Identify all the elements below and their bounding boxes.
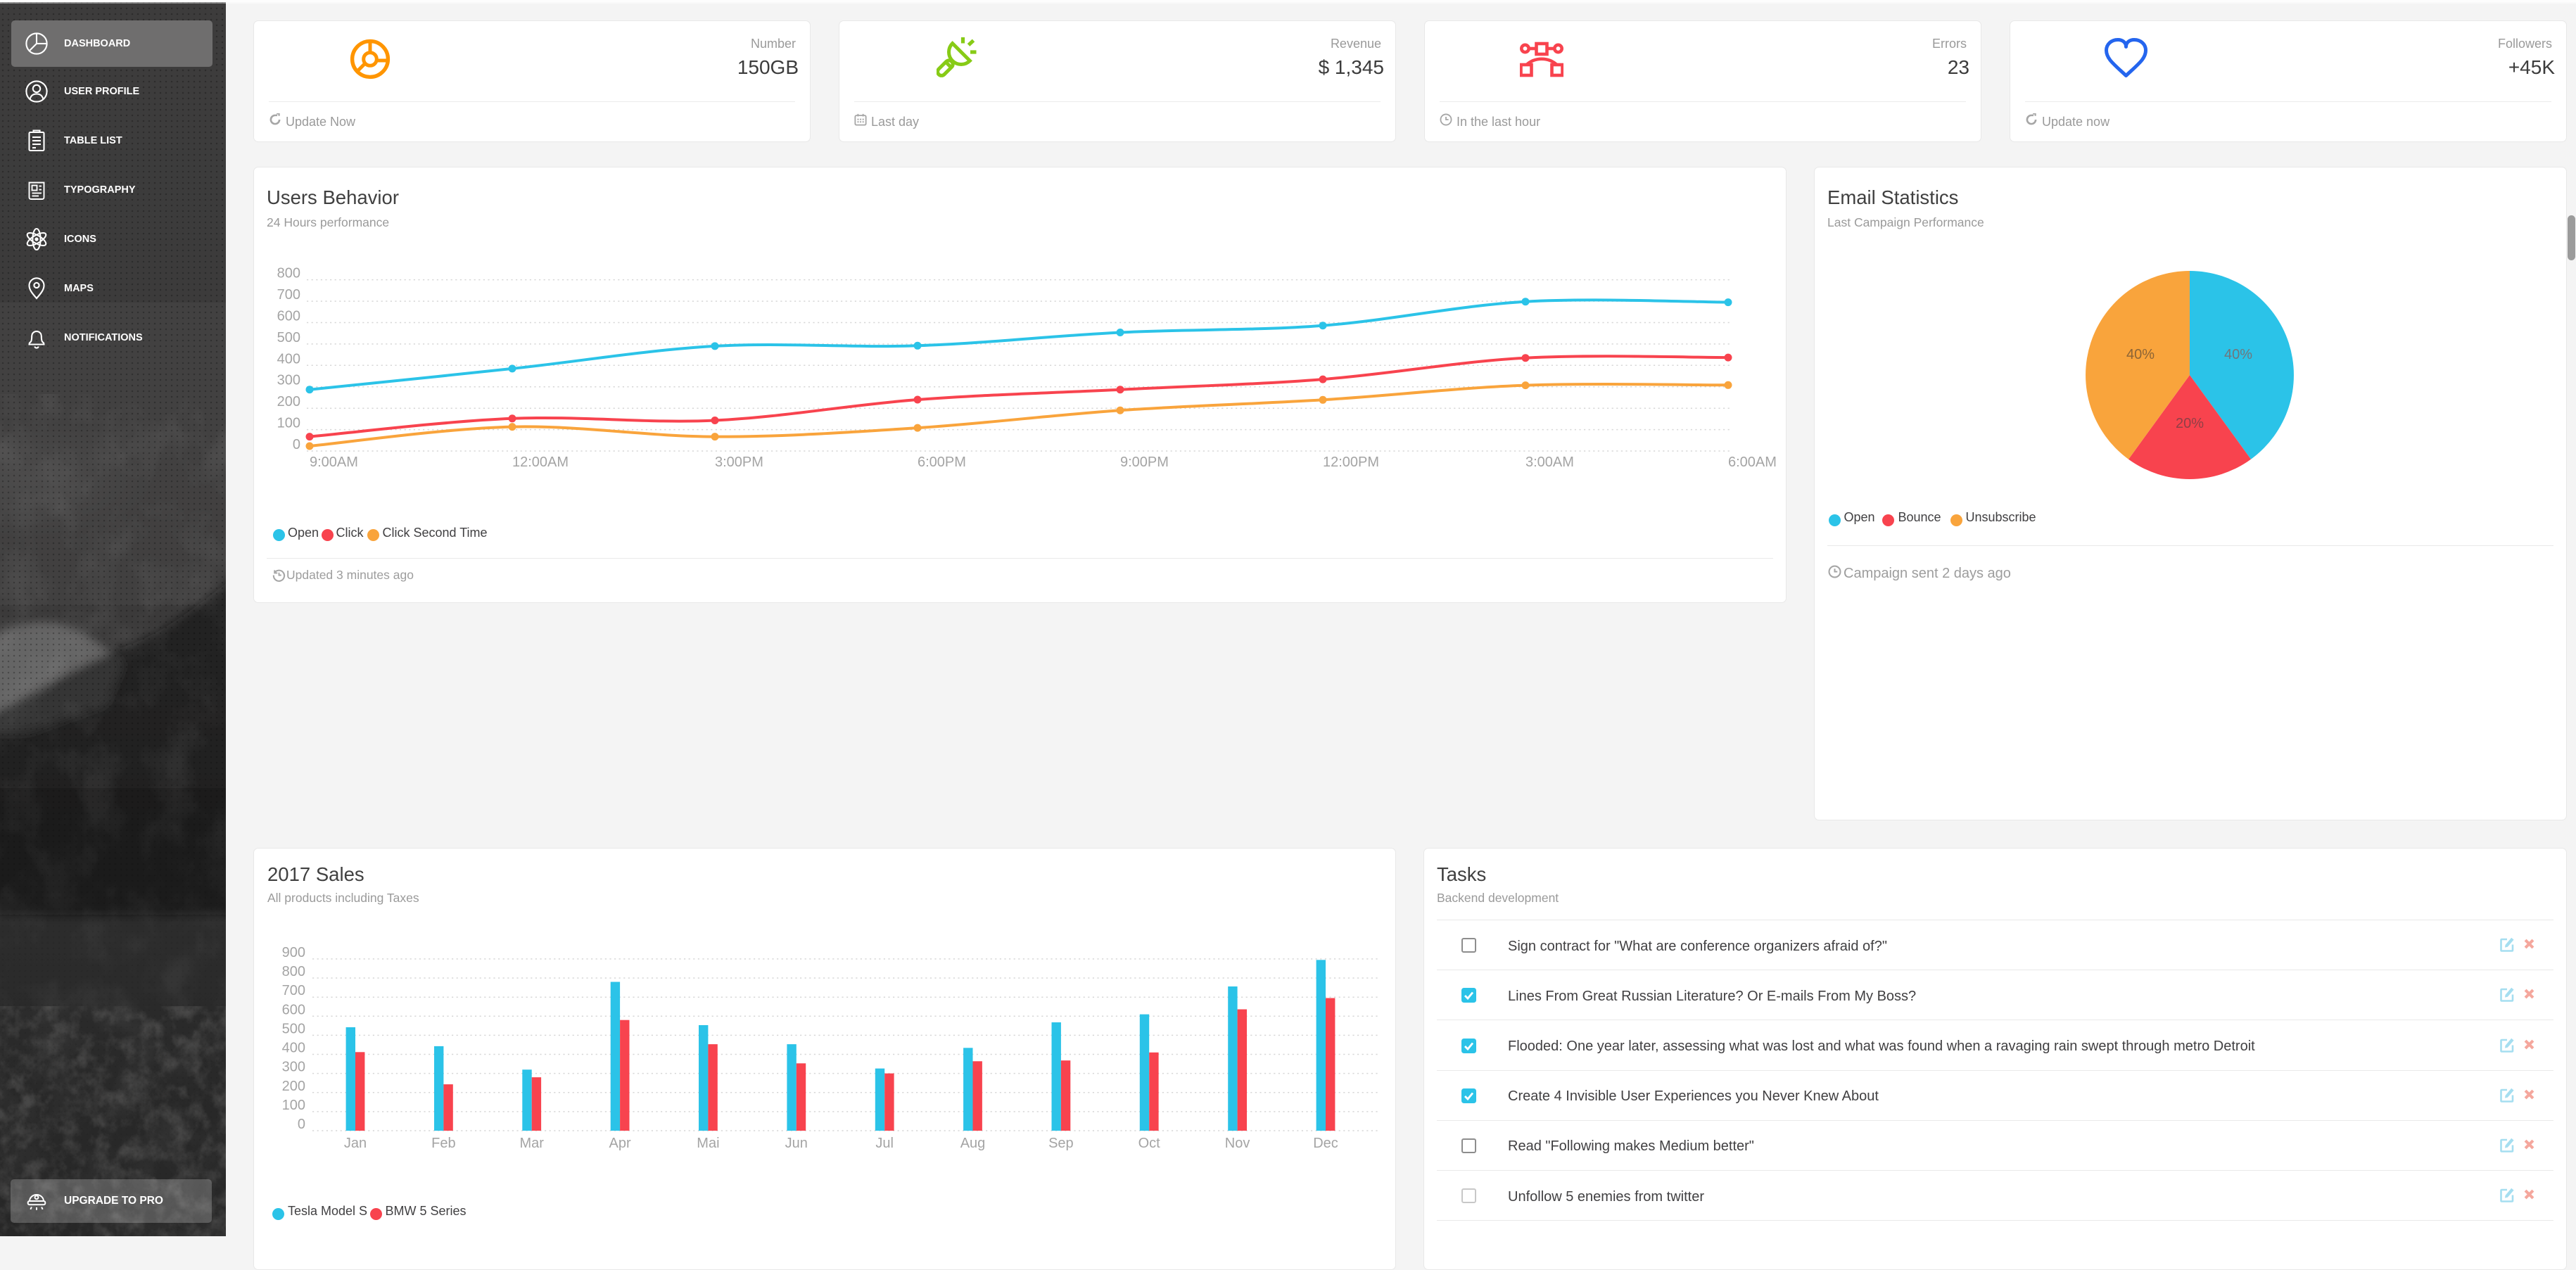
svg-text:9:00PM: 9:00PM — [1120, 455, 1169, 470]
svg-text:Jul: Jul — [875, 1136, 894, 1151]
svg-text:900: 900 — [282, 945, 305, 960]
svg-text:Oct: Oct — [1138, 1136, 1161, 1151]
svg-text:Dec: Dec — [1313, 1136, 1338, 1151]
svg-text:Sep: Sep — [1048, 1136, 1074, 1151]
svg-text:200: 200 — [277, 394, 300, 409]
svg-text:Mar: Mar — [519, 1136, 544, 1151]
svg-text:800: 800 — [282, 964, 305, 979]
svg-text:600: 600 — [282, 1002, 305, 1017]
svg-text:3:00AM: 3:00AM — [1525, 455, 1574, 470]
svg-text:500: 500 — [282, 1021, 305, 1036]
svg-text:300: 300 — [282, 1060, 305, 1075]
svg-text:Apr: Apr — [609, 1136, 631, 1151]
svg-text:100: 100 — [282, 1098, 305, 1113]
svg-text:40%: 40% — [2224, 347, 2252, 362]
svg-text:0: 0 — [298, 1117, 305, 1132]
svg-text:Feb: Feb — [431, 1136, 455, 1151]
svg-text:12:00AM: 12:00AM — [512, 455, 569, 470]
svg-text:6:00AM: 6:00AM — [1728, 455, 1777, 470]
svg-text:400: 400 — [282, 1041, 305, 1056]
svg-text:200: 200 — [282, 1079, 305, 1094]
svg-text:400: 400 — [277, 351, 300, 367]
svg-text:6:00PM: 6:00PM — [918, 455, 966, 470]
svg-text:700: 700 — [277, 287, 300, 303]
svg-text:100: 100 — [277, 416, 300, 431]
svg-text:9:00AM: 9:00AM — [310, 455, 358, 470]
svg-text:500: 500 — [277, 330, 300, 345]
svg-text:Jun: Jun — [785, 1136, 808, 1151]
svg-text:800: 800 — [277, 266, 300, 281]
svg-text:0: 0 — [293, 437, 300, 452]
svg-text:600: 600 — [277, 309, 300, 324]
svg-text:Aug: Aug — [960, 1136, 986, 1151]
svg-text:Jan: Jan — [344, 1136, 367, 1151]
svg-text:700: 700 — [282, 983, 305, 998]
svg-text:40%: 40% — [2126, 347, 2155, 362]
svg-text:20%: 20% — [2176, 416, 2204, 431]
svg-text:12:00PM: 12:00PM — [1323, 455, 1379, 470]
svg-text:Nov: Nov — [1225, 1136, 1250, 1151]
svg-text:3:00PM: 3:00PM — [715, 455, 763, 470]
svg-text:Mai: Mai — [697, 1136, 719, 1151]
svg-text:300: 300 — [277, 373, 300, 388]
